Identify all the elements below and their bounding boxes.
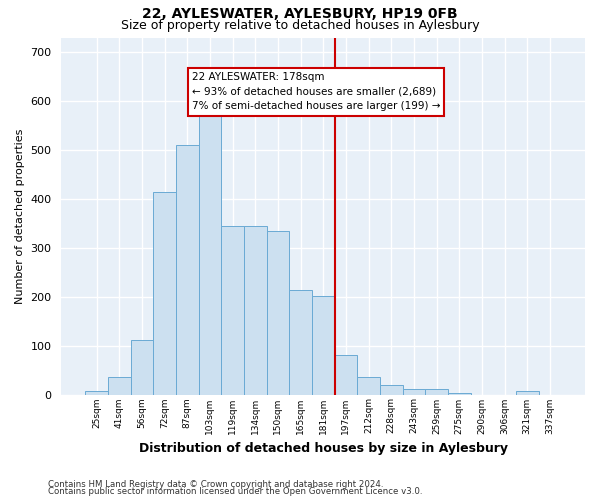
Bar [380,384,403,394]
Bar [312,296,335,394]
X-axis label: Distribution of detached houses by size in Aylesbury: Distribution of detached houses by size … [139,442,508,455]
Text: Size of property relative to detached houses in Aylesbury: Size of property relative to detached ho… [121,19,479,32]
Bar [153,192,176,394]
Text: 22 AYLESWATER: 178sqm
← 93% of detached houses are smaller (2,689)
7% of semi-de: 22 AYLESWATER: 178sqm ← 93% of detached … [192,72,440,112]
Bar [244,226,266,394]
Y-axis label: Number of detached properties: Number of detached properties [15,128,25,304]
Bar [425,388,448,394]
Bar [221,226,244,394]
Bar [131,340,153,394]
Text: Contains HM Land Registry data © Crown copyright and database right 2024.: Contains HM Land Registry data © Crown c… [48,480,383,489]
Bar [199,112,221,395]
Text: 22, AYLESWATER, AYLESBURY, HP19 0FB: 22, AYLESWATER, AYLESBURY, HP19 0FB [142,8,458,22]
Bar [357,377,380,394]
Bar [176,145,199,394]
Bar [85,390,108,394]
Text: Contains public sector information licensed under the Open Government Licence v3: Contains public sector information licen… [48,488,422,496]
Bar [108,378,131,394]
Bar [335,356,357,395]
Bar [403,388,425,394]
Bar [516,391,539,394]
Bar [266,231,289,394]
Bar [289,290,312,395]
Bar [448,393,470,394]
